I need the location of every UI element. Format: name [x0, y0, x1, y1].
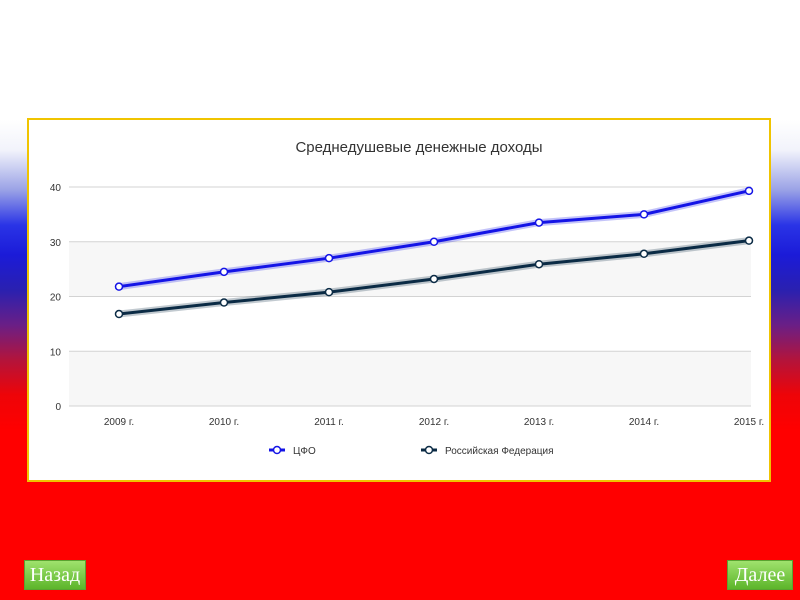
data-point	[534, 218, 544, 227]
y-tick-label: 0	[55, 402, 61, 413]
plot-band	[69, 241, 751, 297]
data-point	[324, 287, 334, 297]
legend-label: ЦФО	[293, 446, 316, 457]
back-button[interactable]: Назад	[24, 560, 86, 590]
x-tick-label: 2013 г.	[524, 417, 554, 428]
data-point	[324, 253, 334, 263]
legend-marker	[424, 445, 434, 455]
legend-marker	[272, 445, 282, 455]
legend-label: Российская Федерация	[445, 446, 554, 457]
data-point	[114, 309, 124, 319]
data-point	[219, 267, 229, 277]
x-tick-label: 2010 г.	[209, 417, 239, 428]
y-tick-label: 20	[50, 293, 62, 304]
next-button[interactable]: Далее	[727, 560, 793, 590]
data-point	[639, 249, 649, 259]
data-point	[114, 282, 124, 291]
y-tick-label: 30	[50, 238, 62, 249]
data-point	[534, 259, 544, 269]
x-tick-label: 2011 г.	[314, 417, 344, 428]
chart-title: Среднедушевые денежные доходы	[295, 139, 542, 156]
data-point	[744, 186, 754, 196]
data-point	[639, 210, 649, 219]
data-point	[429, 237, 439, 246]
x-tick-label: 2014 г.	[629, 417, 659, 428]
x-tick-label: 2009 г.	[104, 417, 134, 428]
x-tick-label: 2015 г.	[734, 417, 764, 428]
x-tick-label: 2012 г.	[419, 417, 449, 428]
data-point	[744, 236, 754, 245]
plot-band	[69, 351, 751, 406]
line-chart: 0 10 20 30 40 2009 г. 2010 г. 2011 г. 2012 г. 20…	[50, 139, 764, 457]
y-tick-label: 10	[50, 347, 62, 358]
chart-container: 0 10 20 30 40 2009 г. 2010 г. 2011 г. 2012 г. 20…	[27, 118, 771, 482]
data-point	[429, 274, 439, 284]
data-point	[219, 298, 229, 307]
legend: ЦФО Российская Федерация	[269, 445, 554, 457]
y-tick-label: 40	[50, 183, 62, 194]
